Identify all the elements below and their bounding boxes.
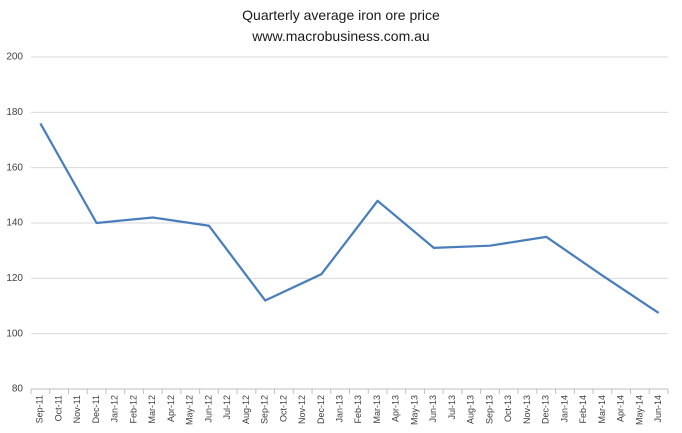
x-tick-label: Jan-14: [559, 395, 569, 423]
y-tick-label: 200: [6, 52, 23, 63]
x-tick-label: May-14: [634, 395, 644, 425]
x-tick-label: Dec-12: [316, 395, 326, 424]
x-tick-label: Sep-13: [484, 395, 494, 424]
y-tick-label: 160: [6, 162, 23, 173]
x-tick-label: Jul-12: [222, 395, 232, 420]
y-tick-label: 180: [6, 107, 23, 118]
x-tick-label: Jan-12: [110, 395, 120, 423]
x-tick-label: Feb-12: [128, 395, 138, 424]
x-tick-label: Oct-13: [503, 395, 513, 422]
data-line: [39, 122, 660, 314]
x-tick-label: Jul-13: [447, 395, 457, 420]
x-tick-label: Jan-13: [335, 395, 345, 423]
x-tick-label: Oct-12: [278, 395, 288, 422]
x-tick-label: Aug-12: [241, 395, 251, 424]
y-tick-label: 120: [6, 273, 23, 284]
x-tick-label: Jun-14: [653, 395, 663, 423]
x-tick-label: Sep-12: [260, 395, 270, 424]
chart-title: Quarterly average iron ore price: [242, 7, 440, 23]
x-tick-label: Oct-11: [53, 395, 63, 421]
x-tick-label: Jun-12: [203, 395, 213, 423]
chart-subtitle: www.macrobusiness.com.au: [251, 28, 429, 44]
x-tick-label: Nov-11: [72, 395, 82, 423]
y-tick-label: 140: [6, 218, 23, 229]
x-tick-label: Dec-13: [541, 395, 551, 424]
x-tick-label: Aug-13: [466, 395, 476, 424]
x-tick-label: Apr-14: [616, 395, 626, 422]
x-tick-label: Mar-14: [597, 395, 607, 424]
x-tick-label: May-12: [185, 395, 195, 425]
x-tick-label: Mar-12: [147, 395, 157, 424]
x-tick-label: Nov-12: [297, 395, 307, 424]
y-tick-label: 100: [6, 328, 23, 339]
x-tick-label: Feb-14: [578, 395, 588, 424]
x-tick-label: Feb-13: [353, 395, 363, 424]
x-tick-label: Dec-11: [91, 395, 101, 423]
x-tick-label: May-13: [409, 395, 419, 425]
y-tick-label: 80: [12, 384, 24, 395]
x-tick-label: Apr-13: [391, 395, 401, 422]
x-tick-label: Nov-13: [522, 395, 532, 424]
x-tick-label: Apr-12: [166, 395, 176, 422]
x-tick-label: Jun-13: [428, 395, 438, 423]
x-tick-label: Sep-11: [35, 395, 45, 423]
x-tick-label: Mar-13: [372, 395, 382, 424]
